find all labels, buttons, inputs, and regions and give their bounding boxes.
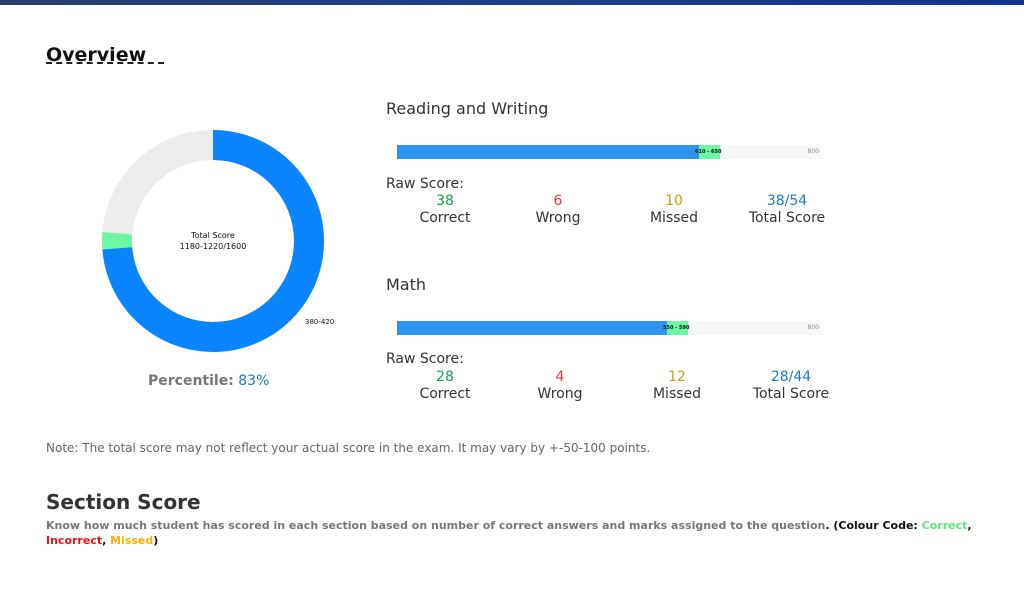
stat-wrong: 6 Wrong — [503, 193, 613, 227]
stat-total: 38/54 Total Score — [732, 193, 842, 227]
section-score-text: Know how much student has scored in each… — [46, 519, 826, 532]
section-title-math: Math — [386, 275, 427, 294]
total-count: 38/54 — [766, 193, 808, 209]
stat-wrong: 4 Wrong — [505, 369, 615, 403]
score-bar-band — [667, 321, 688, 335]
stat-correct: 38 Correct — [390, 193, 500, 227]
overview-underline — [46, 62, 164, 64]
missed-label: Missed — [649, 210, 699, 226]
correct-count: 28 — [436, 369, 454, 385]
wrong-count: 4 — [555, 369, 565, 385]
section-score-description: Know how much student has scored in each… — [46, 518, 996, 548]
colour-code-prefix: . (Colour Code: — [825, 519, 922, 532]
score-bar-reading-writing: 610 - 650 800 — [397, 145, 821, 159]
stat-total: 28/44 Total Score — [736, 369, 846, 403]
score-bar-band — [699, 145, 720, 159]
percentile: Percentile: 83% — [148, 373, 269, 389]
raw-score-label: Raw Score: — [386, 351, 464, 367]
score-max-label: 800 — [807, 324, 819, 331]
total-range-label: 380-420 — [305, 318, 335, 326]
donut-center-label: Total Score 1180-1220/1600 — [100, 230, 326, 252]
legend-incorrect: Incorrect — [46, 534, 103, 547]
wrong-label: Wrong — [537, 386, 583, 402]
stat-missed: 12 Missed — [622, 369, 732, 403]
overview-title: Overview — [46, 44, 147, 66]
total-count: 28/44 — [770, 369, 812, 385]
correct-count: 38 — [436, 193, 454, 209]
score-disclaimer-note: Note: The total score may not reflect yo… — [46, 441, 651, 455]
section-title-reading-writing: Reading and Writing — [386, 99, 549, 118]
legend-sep: , — [102, 534, 111, 547]
section-score-title: Section Score — [46, 490, 201, 514]
donut-band-arc — [102, 130, 324, 352]
total-score-donut — [102, 130, 324, 352]
top-header-bar — [0, 0, 1024, 5]
score-band-label: 610 - 650 — [695, 149, 722, 155]
percentile-value: 83% — [238, 373, 270, 389]
missed-label: Missed — [652, 386, 702, 402]
score-bar-math: 550 - 590 800 — [397, 321, 821, 335]
missed-count: 12 — [668, 369, 686, 385]
donut-score-arc — [102, 130, 324, 352]
percentile-label: Percentile: — [148, 373, 234, 389]
score-bar-fill — [397, 145, 699, 159]
raw-score-label: Raw Score: — [386, 176, 464, 192]
total-label: Total Score — [752, 386, 830, 402]
colour-code-suffix: ) — [153, 534, 159, 547]
wrong-count: 6 — [553, 193, 563, 209]
legend-correct: Correct — [921, 519, 968, 532]
score-bar-fill — [397, 321, 667, 335]
stat-correct: 28 Correct — [390, 369, 500, 403]
legend-sep: , — [967, 519, 972, 532]
total-score-value: 1180-1220/1600 — [179, 242, 247, 251]
stat-missed: 10 Missed — [619, 193, 729, 227]
wrong-label: Wrong — [535, 210, 581, 226]
total-label: Total Score — [748, 210, 826, 226]
legend-missed: Missed — [110, 534, 154, 547]
total-score-label: Total Score — [191, 231, 235, 240]
correct-label: Correct — [419, 386, 471, 402]
correct-label: Correct — [419, 210, 471, 226]
missed-count: 10 — [665, 193, 683, 209]
score-max-label: 800 — [807, 148, 819, 155]
score-band-label: 550 - 590 — [663, 325, 690, 331]
